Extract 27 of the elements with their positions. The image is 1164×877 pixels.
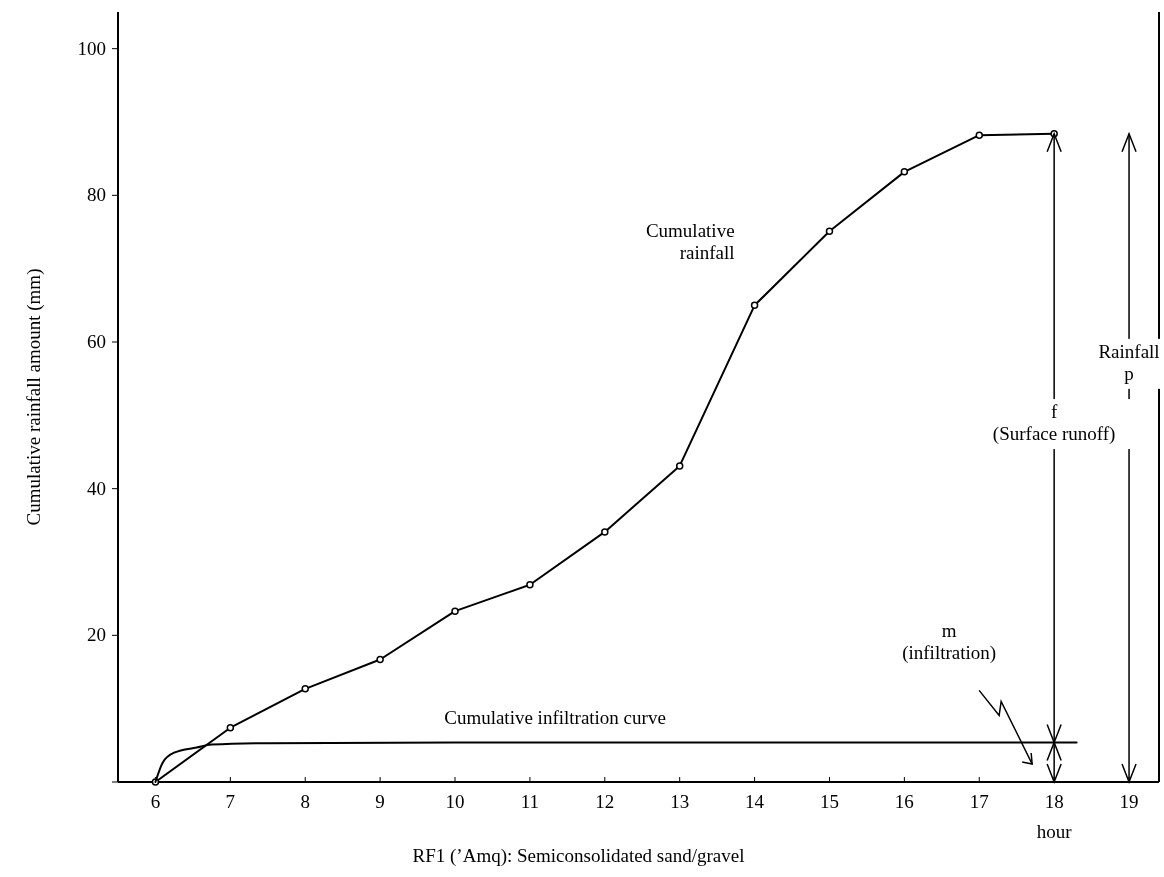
- annotation: m (infiltration): [902, 620, 997, 665]
- y-tick-label: 40: [87, 477, 106, 499]
- x-tick-label: 10: [445, 791, 465, 812]
- x-tick-label: 8: [300, 791, 310, 812]
- annotation: Rainfall p: [1098, 340, 1160, 384]
- x-tick-label: 17: [969, 791, 989, 812]
- x-tick-label: 13: [670, 791, 690, 812]
- x-tick-label: 16: [894, 791, 914, 812]
- x-axis-title: hour: [1036, 821, 1073, 842]
- x-tick-label: 6: [150, 791, 161, 812]
- x-tick-label: 9: [375, 791, 385, 812]
- text: Cumulative rainfall: [645, 220, 735, 264]
- series-label: Cumulative infiltration curve: [444, 707, 666, 729]
- x-tick-label: 19: [1119, 791, 1139, 812]
- x-tick-label: 18: [1044, 791, 1064, 812]
- text: RF1 (’Amq): Semiconsolidated sand/gravel: [412, 845, 745, 867]
- y-axis-title: Cumulative rainfall amount (mm): [23, 268, 45, 526]
- y-tick-label: 80: [87, 184, 106, 206]
- annotation: f (Surface runoff): [992, 401, 1116, 446]
- y-tick-label: 60: [87, 331, 106, 352]
- x-tick-label: 15: [819, 791, 839, 812]
- y-tick-label: 100: [77, 37, 106, 59]
- x-tick-label: 12: [595, 791, 615, 812]
- x-tick-label: 14: [745, 791, 765, 812]
- y-tick-label: 20: [87, 624, 106, 646]
- x-tick-label: 7: [225, 791, 236, 812]
- x-tick-label: 11: [520, 791, 540, 812]
